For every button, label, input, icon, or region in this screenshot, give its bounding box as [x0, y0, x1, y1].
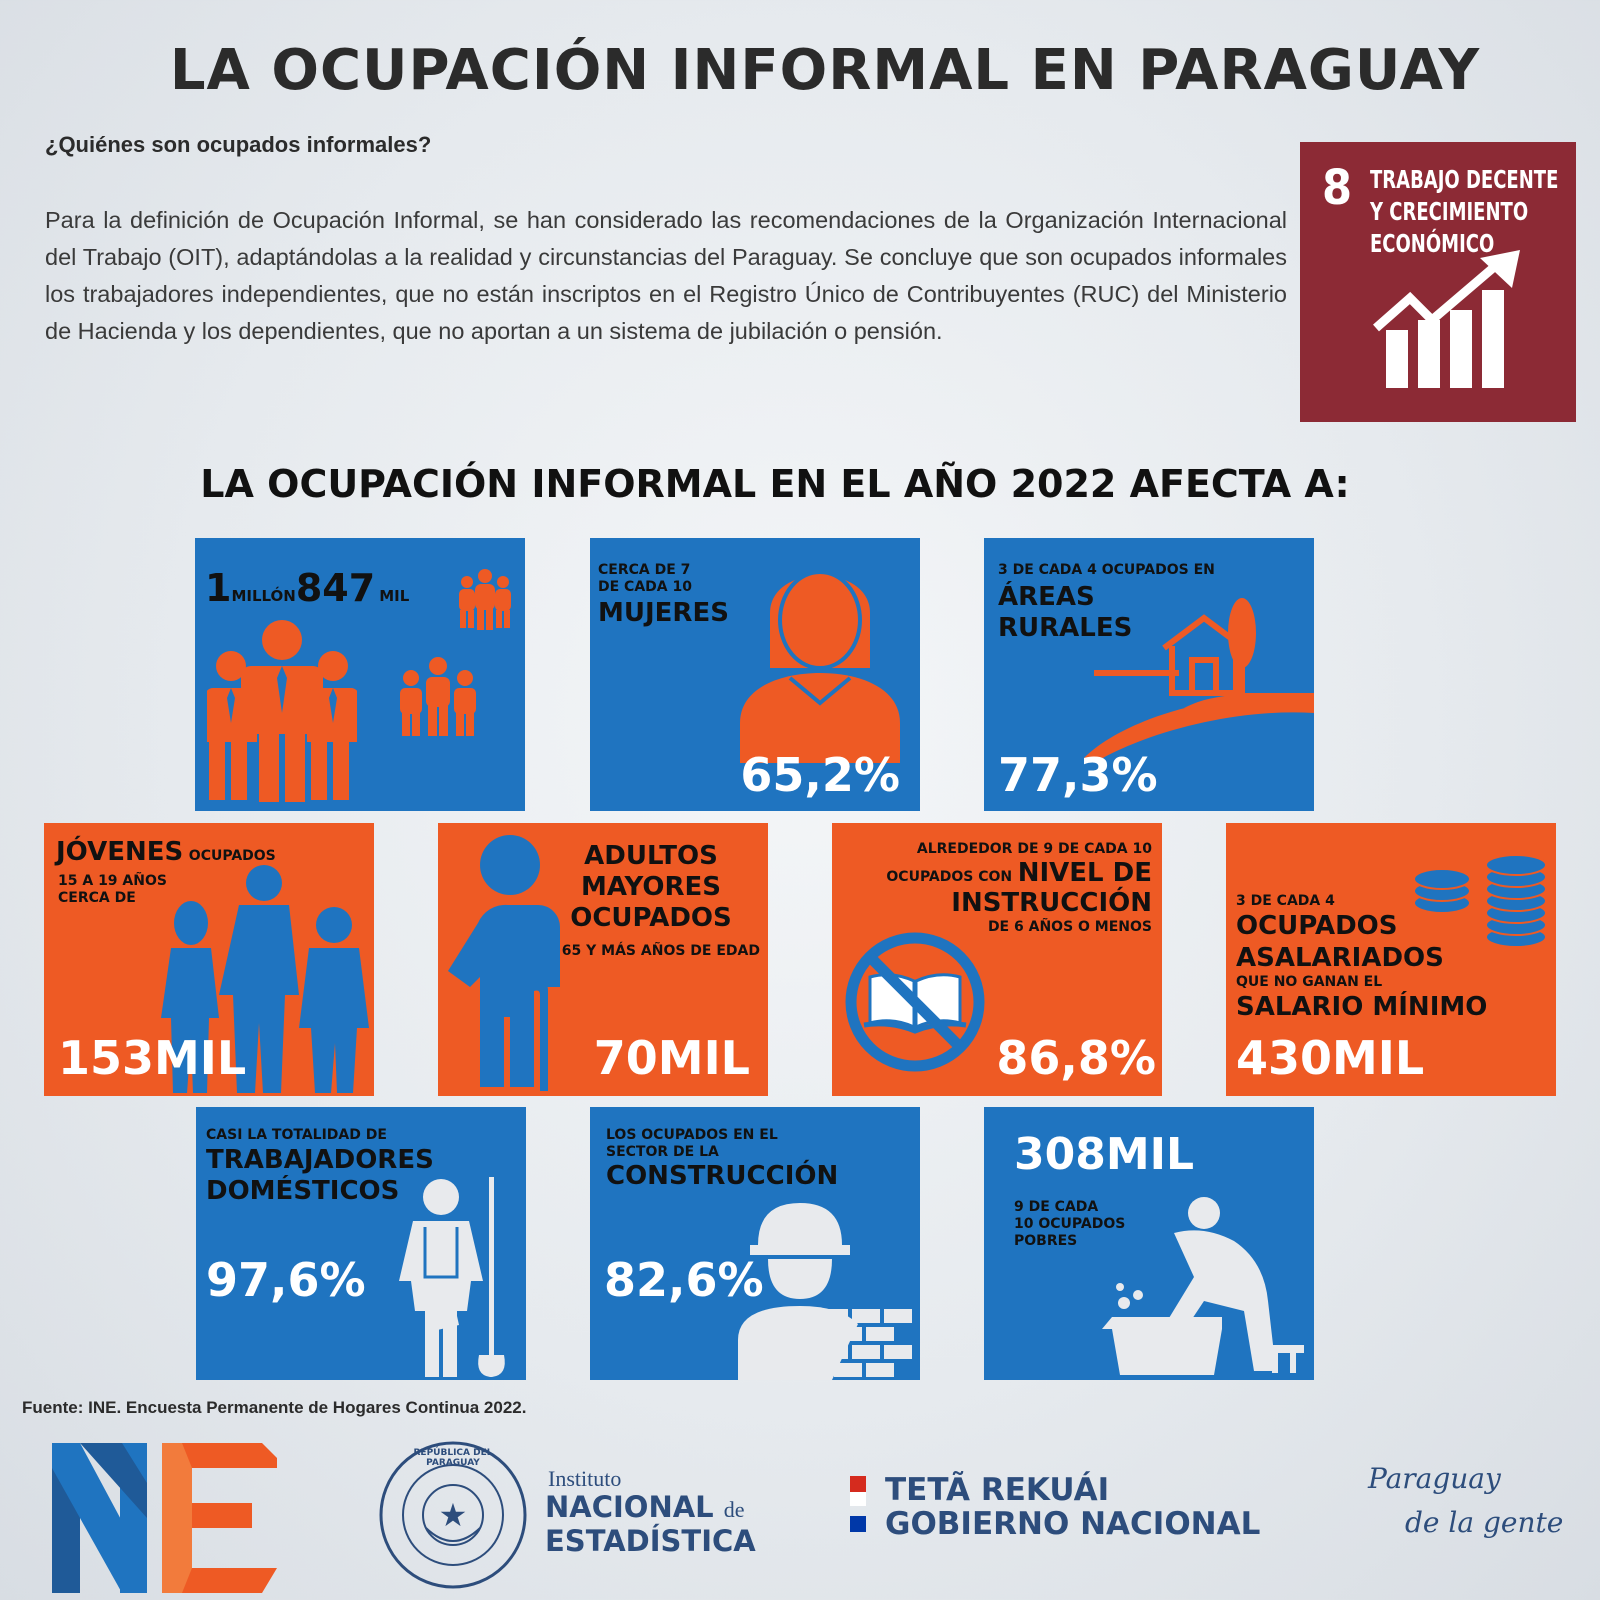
- sdg-title-line1: TRABAJO DECENTE: [1370, 165, 1559, 194]
- tile-construccion: LOS OCUPADOS EN EL SECTOR DE LA CONSTRUCC…: [590, 1107, 920, 1380]
- woman-icon: [740, 570, 900, 763]
- construccion-value: 82,6%: [604, 1253, 764, 1307]
- no-book-icon: [845, 932, 985, 1072]
- youth-silhouette-icon: [161, 865, 369, 1093]
- institute-line3: ESTADÍSTICA: [545, 1524, 756, 1558]
- rurales-heading: ÁREAS RURALES: [998, 582, 1133, 643]
- sdg-number: 8: [1322, 160, 1353, 216]
- instruccion-value: 86,8%: [996, 1031, 1156, 1085]
- tile-areas-rurales: 3 DE CADA 4 OCUPADOS EN ÁREAS RURALES 77,…: [984, 538, 1314, 811]
- construction-worker-icon: [738, 1203, 912, 1380]
- total-value: 1MILLÓN847 MIL: [205, 566, 410, 610]
- subheading: ¿Quiénes son ocupados informales?: [45, 132, 432, 157]
- instruccion-text: ALREDEDOR DE 9 DE CADA 10 OCUPADOS CON N…: [886, 841, 1152, 935]
- rurales-intro: 3 DE CADA 4 OCUPADOS EN: [998, 562, 1215, 578]
- people-group-small-icon: [459, 569, 511, 630]
- adultos-value: 70MIL: [593, 1031, 750, 1085]
- domesticos-intro: CASI LA TOTALIDAD DE: [206, 1127, 387, 1143]
- national-seal-icon: ★: [379, 1441, 527, 1589]
- mujeres-intro: CERCA DE 7 DE CADA 10: [598, 562, 692, 595]
- ine-logo-icon: [52, 1443, 277, 1593]
- mujeres-heading: MUJERES: [598, 598, 729, 628]
- growth-chart-icon: [1373, 250, 1520, 388]
- institute-line2: NACIONAL de: [545, 1490, 745, 1524]
- coins-icon: [1413, 854, 1547, 948]
- domesticos-value: 97,6%: [206, 1253, 366, 1307]
- sdg-8-badge: 8 TRABAJO DECENTE Y CRECIMIENTO ECONÓMIC…: [1300, 142, 1576, 422]
- mujeres-value: 65,2%: [740, 748, 900, 802]
- seal-text: REPÚBLICA DEL PARAGUAY: [413, 1448, 493, 1468]
- tile-domesticos: CASI LA TOTALIDAD DE TRABAJADORES DOMÉSTI…: [196, 1107, 526, 1380]
- gov-line2: GOBIERNO NACIONAL: [885, 1506, 1261, 1542]
- sdg-title-line3: ECONÓMICO: [1370, 229, 1495, 258]
- elderly-person-icon: [448, 835, 560, 1091]
- tile-jovenes: JÓVENES OCUPADOS 15 A 19 AÑOS CERCA DE 15…: [44, 823, 374, 1096]
- domestic-worker-icon: [399, 1177, 505, 1377]
- tile-asalariados: 3 DE CADA 4 OCUPADOS ASALARIADOS QUE NO …: [1226, 823, 1556, 1096]
- jovenes-intro: 15 A 19 AÑOS CERCA DE: [58, 873, 167, 906]
- asalariados-text: 3 DE CADA 4 OCUPADOS ASALARIADOS QUE NO …: [1236, 893, 1488, 1022]
- slogan-line1: Paraguay: [1368, 1462, 1501, 1495]
- jovenes-value: 153MIL: [58, 1031, 247, 1085]
- asalariados-value: 430MIL: [1236, 1031, 1425, 1085]
- pobres-intro: 9 DE CADA 10 OCUPADOS POBRES: [1014, 1199, 1126, 1249]
- tile-mujeres: CERCA DE 7 DE CADA 10 MUJERES 65,2%: [590, 538, 920, 811]
- sdg-title-line2: Y CRECIMIENTO: [1370, 197, 1529, 226]
- source-note: Fuente: INE. Encuesta Permanente de Hoga…: [22, 1398, 527, 1417]
- definition-paragraph: Para la definición de Ocupación Informal…: [45, 207, 1287, 344]
- pobres-value: 308MIL: [1014, 1129, 1195, 1180]
- jovenes-heading: JÓVENES OCUPADOS: [56, 837, 276, 867]
- institute-line1: Instituto: [548, 1466, 622, 1491]
- construccion-intro: LOS OCUPADOS EN EL SECTOR DE LA: [606, 1127, 778, 1160]
- construccion-heading: CONSTRUCCIÓN: [606, 1161, 839, 1191]
- tile-nivel-instruccion: ALREDEDOR DE 9 DE CADA 10 OCUPADOS CON N…: [832, 823, 1162, 1096]
- tile-pobres: 308MIL 9 DE CADA 10 OCUPADOS POBRES: [984, 1107, 1314, 1380]
- adultos-heading: ADULTOS MAYORES OCUPADOS: [570, 841, 732, 933]
- washing-clothes-icon: [1102, 1197, 1304, 1375]
- sdg-title: TRABAJO DECENTE Y CRECIMIENTO ECONÓMICO: [1370, 164, 1559, 260]
- slogan-line2: de la gente: [1405, 1506, 1564, 1539]
- people-group-icon: [207, 620, 357, 802]
- svg-text:★: ★: [439, 1496, 468, 1534]
- rurales-value: 77,3%: [998, 748, 1158, 802]
- flag-stripes-icon: [850, 1476, 866, 1532]
- domesticos-heading: TRABAJADORES DOMÉSTICOS: [206, 1145, 434, 1206]
- gov-line1: TETÃ REKUÁI: [885, 1472, 1110, 1508]
- people-group-medium-icon: [400, 657, 476, 736]
- tile-adultos-mayores: ADULTOS MAYORES OCUPADOS 65 Y MÁS AÑOS DE …: [438, 823, 768, 1096]
- page-title: LA OCUPACIÓN INFORMAL EN PARAGUAY: [169, 38, 1481, 103]
- adultos-intro: 65 Y MÁS AÑOS DE EDAD: [561, 943, 760, 959]
- rural-house-icon: [1084, 598, 1314, 758]
- section-title: LA OCUPACIÓN INFORMAL EN EL AÑO 2022 AFE…: [200, 462, 1350, 506]
- tile-total-informal: 1MILLÓN847 MIL: [195, 538, 525, 811]
